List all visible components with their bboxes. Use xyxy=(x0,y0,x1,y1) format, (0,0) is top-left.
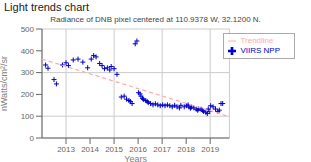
html-text:Radiance of DNB pixel centered: Radiance of DNB pixel centered at 110.93… xyxy=(50,15,261,24)
svg-text:2018: 2018 xyxy=(177,145,195,154)
svg-text:2016: 2016 xyxy=(129,145,147,154)
svg-text:400: 400 xyxy=(21,47,35,56)
svg-text:Years: Years xyxy=(124,154,147,162)
svg-text:500: 500 xyxy=(21,25,35,34)
svg-text:2019: 2019 xyxy=(201,145,219,154)
html-text:Light trends chart: Light trends chart xyxy=(4,1,89,13)
svg-text:nWatts/cm²/sr: nWatts/cm²/sr xyxy=(8,56,9,111)
svg-text:0: 0 xyxy=(30,134,35,143)
svg-text:2013: 2013 xyxy=(57,145,75,154)
svg-text:2014: 2014 xyxy=(81,145,99,154)
svg-text:200: 200 xyxy=(21,90,35,99)
svg-text:100: 100 xyxy=(21,112,35,121)
svg-text:300: 300 xyxy=(21,68,35,77)
html-text:Trendline: Trendline xyxy=(240,36,274,45)
html-text:VIIRS NPP: VIIRS NPP xyxy=(240,46,280,55)
svg-text:2017: 2017 xyxy=(153,145,171,154)
svg-text:2015: 2015 xyxy=(105,145,123,154)
